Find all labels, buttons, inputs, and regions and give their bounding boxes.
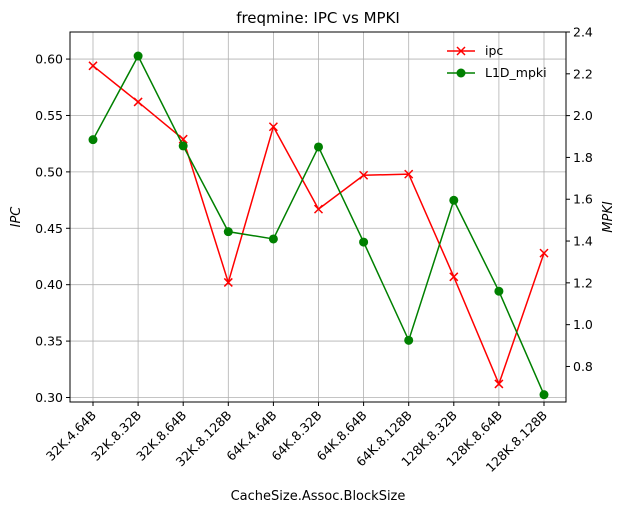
grid-lines [70,32,566,402]
y-right-tick-label: 1.8 [573,150,593,165]
legend-ipc-label: ipc [485,43,503,58]
data-point-ipc [539,248,549,258]
x-axis-title: CacheSize.Assoc.BlockSize [231,489,406,504]
plot-frame [69,31,567,403]
data-point-L1D_mpki [133,51,143,61]
y-right-tick-label: 2.4 [573,25,593,40]
y-right-tick-label: 2.2 [573,66,593,81]
legend-ipc-marker [456,46,466,56]
data-point-ipc [313,204,324,214]
legend: ipc L1D_mpki [447,43,547,80]
chart-title: freqmine: IPC vs MPKI [236,9,400,27]
legend-mpki-label: L1D_mpki [485,65,547,80]
y-left-tick-label: 0.45 [35,221,63,236]
y-right-tick-label: 1.6 [573,192,593,207]
legend-mpki-marker [456,68,466,78]
data-point-ipc [449,272,459,282]
y-right-tick-label: 1.0 [573,317,593,332]
data-point-L1D_mpki [494,286,504,296]
y-left-tick-label: 0.35 [35,334,63,349]
data-point-L1D_mpki [178,141,188,151]
data-point-ipc [268,122,278,132]
data-point-ipc [88,61,98,71]
y-left-tick-label: 0.60 [35,52,63,67]
y-left-tick-label: 0.30 [35,390,63,405]
data-point-L1D_mpki [404,335,414,345]
data-point-L1D_mpki [449,195,459,205]
data-point-L1D_mpki [223,227,233,237]
data-point-ipc [494,379,504,389]
y-left-tick-label: 0.50 [35,164,63,179]
y-left-tick-label: 0.55 [35,108,63,123]
y-left-tick-label: 0.40 [35,277,63,292]
data-point-L1D_mpki [539,390,549,400]
data-point-L1D_mpki [359,237,369,247]
data-point-ipc [223,277,233,287]
series-layer [88,51,549,400]
data-point-ipc [133,97,143,107]
y-right-tick-label: 1.2 [573,275,593,290]
y-right-tick-label: 1.4 [573,234,593,249]
y-right-tick-label: 2.0 [573,108,593,123]
data-point-L1D_mpki [314,142,323,152]
data-point-ipc [359,170,369,180]
y-axis-left-title: IPC [9,206,24,228]
data-point-ipc [404,169,414,179]
y-axis-right-title: MPKI [601,201,616,233]
data-point-L1D_mpki [88,135,98,145]
y-right-tick-label: 0.8 [573,359,593,374]
data-point-L1D_mpki [268,234,278,244]
